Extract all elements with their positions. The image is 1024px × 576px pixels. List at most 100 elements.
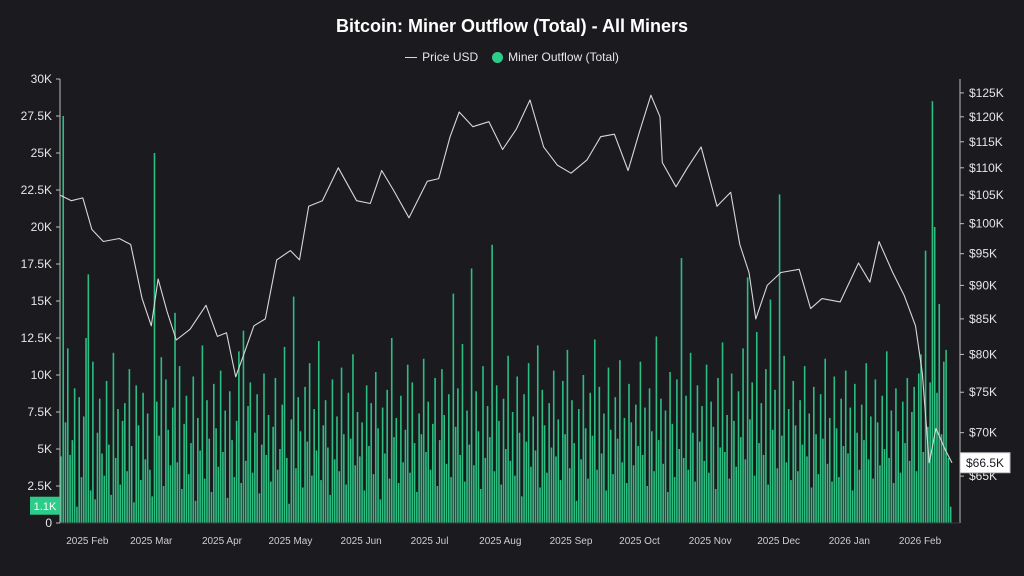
- outflow-bar: [427, 401, 430, 523]
- outflow-bar: [525, 441, 528, 523]
- outflow-bar: [755, 332, 758, 523]
- right-tick-label: $110K: [969, 161, 1003, 175]
- outflow-bar: [717, 377, 719, 523]
- outflow-bar: [751, 382, 753, 523]
- right-tick-label: $100K: [969, 217, 1004, 231]
- outflow-bar: [838, 477, 840, 523]
- legend-item-price[interactable]: Price USD: [405, 50, 478, 64]
- left-tick-label: 27.5K: [21, 109, 52, 123]
- outflow-bar: [587, 478, 589, 523]
- outflow-bar: [374, 372, 377, 523]
- outflow-bar: [812, 386, 815, 523]
- outflow-bar: [160, 357, 163, 523]
- x-tick-label: 2025 Jul: [411, 536, 449, 547]
- outflow-bar: [425, 451, 427, 523]
- outflow-bar: [377, 428, 379, 523]
- outflow-bar: [593, 339, 596, 523]
- outflow-bar: [694, 481, 696, 523]
- outflow-bar: [297, 397, 300, 523]
- outflow-bar: [217, 466, 220, 523]
- current-price-label: $66.5K: [966, 456, 1004, 470]
- outflow-bar: [290, 419, 293, 523]
- outflow-bar: [548, 403, 550, 523]
- outflow-bar: [133, 502, 135, 523]
- outflow-bar: [632, 465, 635, 523]
- outflow-bar: [477, 431, 480, 523]
- outflow-bar: [475, 391, 477, 523]
- outflow-bar: [785, 462, 788, 523]
- outflow-bar: [395, 417, 398, 523]
- outflow-bar: [689, 352, 692, 523]
- outflow-bar: [915, 471, 918, 523]
- outflow-bar: [210, 491, 213, 523]
- outflow-bar: [541, 389, 544, 523]
- outflow-bar: [242, 330, 245, 523]
- legend-dot-icon: [492, 51, 504, 63]
- outflow-bar: [507, 355, 509, 523]
- outflow-bar: [849, 407, 852, 523]
- outflow-bar: [671, 423, 674, 523]
- outflow-bar: [110, 494, 112, 523]
- outflow-bar: [710, 401, 712, 523]
- outflow-bar: [605, 490, 607, 523]
- outflow-bar: [288, 503, 290, 523]
- outflow-bar: [628, 383, 630, 523]
- outflow-bar: [865, 363, 868, 523]
- outflow-bar: [393, 437, 395, 523]
- outflow-bar: [735, 466, 738, 523]
- outflow-bar: [860, 404, 863, 523]
- outflow-bar: [929, 382, 931, 523]
- left-tick-label: 22.5K: [21, 183, 52, 197]
- outflow-bar: [397, 483, 400, 523]
- outflow-bar: [792, 380, 795, 523]
- x-tick-label: 2025 Aug: [479, 536, 521, 547]
- outflow-bar: [580, 459, 582, 523]
- outflow-bar: [644, 407, 646, 523]
- legend-item-outflow[interactable]: Miner Outflow (Total): [492, 50, 619, 64]
- outflow-bar: [625, 483, 628, 523]
- outflow-bar: [737, 391, 740, 523]
- outflow-bar: [844, 370, 847, 523]
- outflow-bar: [352, 354, 354, 523]
- outflow-bar: [347, 392, 350, 523]
- outflow-bar: [530, 466, 532, 523]
- outflow-bar: [890, 410, 893, 523]
- outflow-bar: [140, 480, 142, 523]
- right-tick-label: $70K: [969, 426, 997, 440]
- outflow-bar: [454, 426, 457, 523]
- outflow-bar: [491, 244, 493, 523]
- outflow-bar: [468, 444, 471, 523]
- outflow-bar: [609, 429, 612, 523]
- current-outflow-badge: [30, 496, 60, 515]
- outflow-bar: [60, 456, 62, 523]
- outflow-bar: [274, 377, 277, 523]
- outflow-bar: [794, 425, 797, 523]
- outflow-bar: [676, 379, 678, 523]
- outflow-bar: [295, 468, 297, 523]
- outflow-bar: [409, 472, 411, 523]
- outflow-bar: [390, 338, 393, 523]
- outflow-bar: [121, 420, 124, 523]
- outflow-bar: [224, 410, 227, 523]
- x-tick-label: 2025 Dec: [757, 536, 800, 547]
- outflow-bar: [190, 443, 192, 523]
- outflow-bar: [783, 355, 785, 523]
- right-tick-label: $90K: [969, 278, 997, 292]
- outflow-bar: [484, 457, 487, 523]
- outflow-bar: [76, 506, 78, 523]
- outflow-bar: [441, 369, 443, 523]
- outflow-bar: [322, 425, 325, 523]
- outflow-bar: [340, 367, 343, 523]
- outflow-bar: [769, 299, 772, 523]
- outflow-bar: [489, 437, 491, 523]
- outflow-bar: [555, 456, 557, 523]
- outflow-bar: [438, 440, 441, 523]
- outflow-bar: [436, 486, 439, 523]
- outflow-bar: [87, 274, 90, 523]
- outflow-bar: [646, 486, 649, 523]
- outflow-bar: [520, 496, 523, 523]
- left-tick-label: 30K: [31, 72, 52, 86]
- outflow-bar: [543, 425, 546, 523]
- outflow-bar: [370, 403, 373, 523]
